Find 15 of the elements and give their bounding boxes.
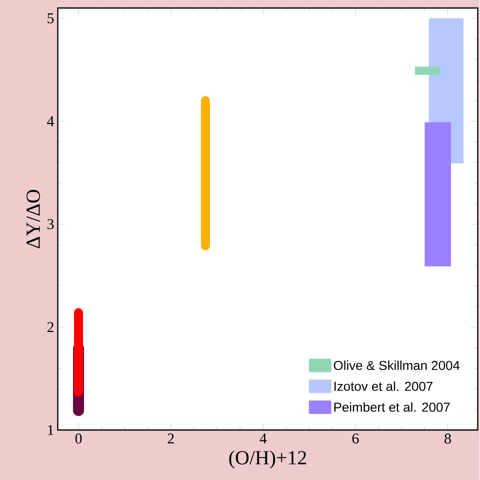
legend-label: Olive & Skillman 2004 <box>334 360 460 370</box>
x-axis-title: (O/H)+12 <box>229 450 306 468</box>
x-tick-label: 2 <box>168 434 174 444</box>
legend-label: Peimbert et al. 2007 <box>334 402 450 412</box>
y-tick-label: 3 <box>48 219 54 230</box>
y-axis-title: ΔY/ΔO <box>26 190 40 248</box>
x-tick-label: 8 <box>444 434 452 444</box>
x-tick-label: 4 <box>260 434 267 444</box>
x-tick-label: 0 <box>75 434 82 444</box>
legend-label: Izotov et al. 2007 <box>334 381 433 391</box>
x-tick-label: 6 <box>352 434 359 444</box>
y-tick-label: 1 <box>48 425 54 435</box>
y-tick-label: 4 <box>47 116 54 126</box>
y-tick-label: 5 <box>48 13 54 24</box>
y-tick-label: 2 <box>48 322 54 332</box>
